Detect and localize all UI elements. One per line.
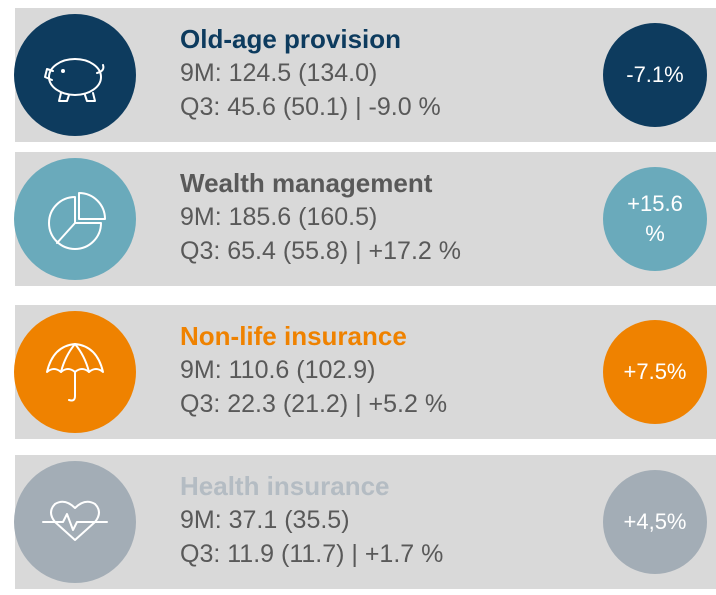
segment-row: Non-life insurance 9M: 110.6 (102.9) Q3:… — [14, 305, 716, 439]
segment-title: Non-life insurance — [180, 321, 407, 351]
segment-text: Old-age provision 9M: 124.5 (134.0) Q3: … — [180, 22, 441, 124]
segment-q3: Q3: 22.3 (21.2) | +5.2 % — [180, 390, 448, 418]
segment-title: Old-age provision — [180, 24, 402, 54]
umbrella-icon — [14, 311, 136, 433]
segment-9m: 9M: 124.5 (134.0) — [180, 59, 378, 87]
change-badge: -7.1% — [603, 23, 707, 127]
segment-text: Non-life insurance 9M: 110.6 (102.9) Q3:… — [180, 319, 447, 421]
segment-q3: Q3: 11.9 (11.7) | +1.7 % — [180, 540, 444, 568]
heart-icon — [14, 461, 136, 583]
segment-title: Wealth management — [180, 168, 433, 198]
segment-text: Health insurance 9M: 37.1 (35.5) Q3: 11.… — [180, 469, 443, 571]
segment-row: Old-age provision 9M: 124.5 (134.0) Q3: … — [14, 8, 716, 142]
segment-row: Health insurance 9M: 37.1 (35.5) Q3: 11.… — [14, 455, 716, 589]
segment-q3: Q3: 45.6 (50.1) | -9.0 % — [180, 93, 441, 121]
segment-title: Health insurance — [180, 471, 390, 501]
segment-9m: 9M: 37.1 (35.5) — [180, 506, 350, 534]
change-badge: +4,5% — [603, 470, 707, 574]
piggy-icon — [14, 14, 136, 136]
segment-9m: 9M: 185.6 (160.5) — [180, 203, 378, 231]
pie-icon — [14, 158, 136, 280]
segment-q3: Q3: 65.4 (55.8) | +17.2 % — [180, 237, 461, 265]
segment-row: Wealth management 9M: 185.6 (160.5) Q3: … — [14, 152, 716, 286]
change-badge: +7.5% — [603, 320, 707, 424]
segment-text: Wealth management 9M: 185.6 (160.5) Q3: … — [180, 166, 461, 268]
segment-9m: 9M: 110.6 (102.9) — [180, 356, 376, 384]
change-badge: +15.6 % — [603, 167, 707, 271]
